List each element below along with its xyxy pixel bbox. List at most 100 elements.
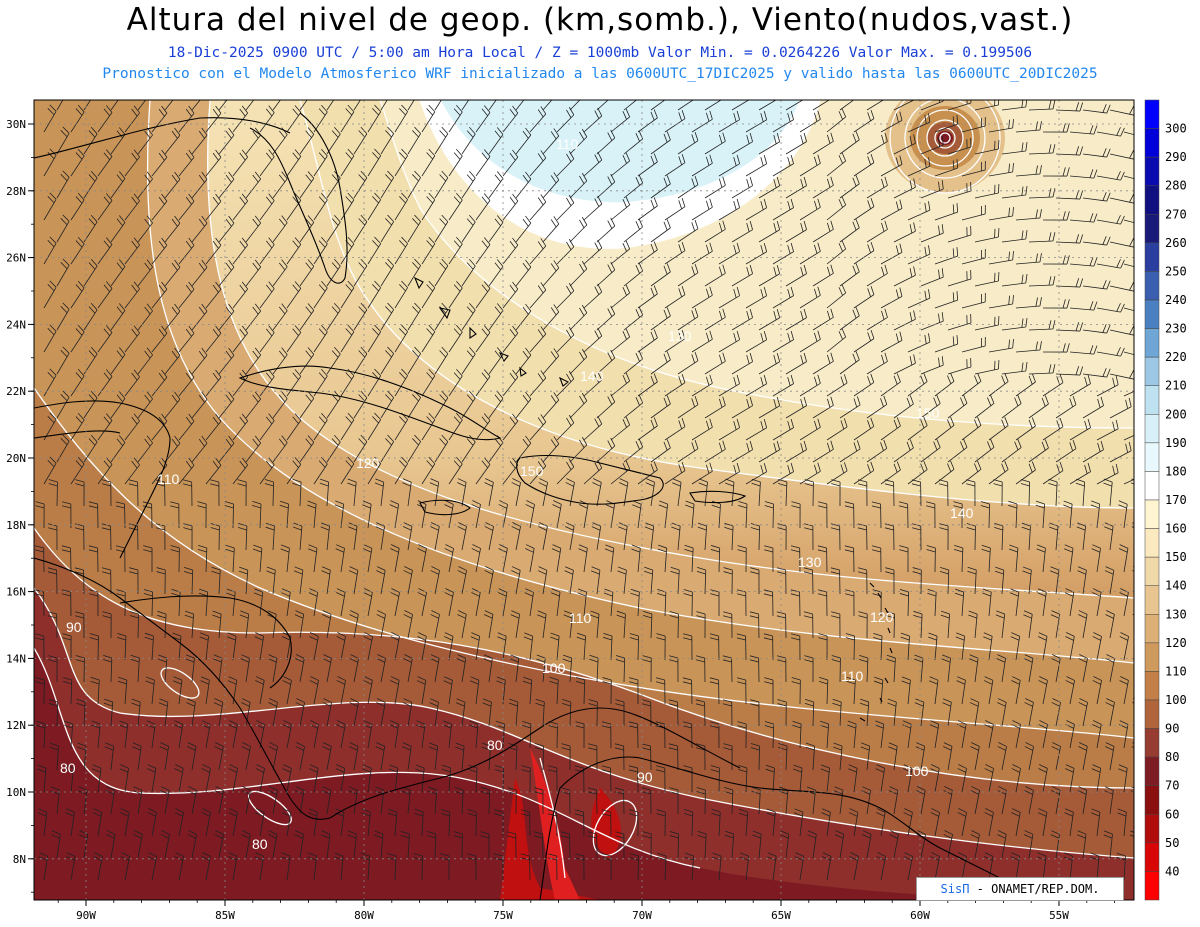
colorbar-label: 170 bbox=[1165, 493, 1187, 507]
colorbar-label: 100 bbox=[1165, 693, 1187, 707]
colorbar-swatch bbox=[1144, 528, 1160, 558]
colorbar-label: 60 bbox=[1165, 807, 1179, 821]
colorbar-label: 280 bbox=[1165, 179, 1187, 193]
contour-label: 80 bbox=[252, 836, 268, 852]
contour-label: 90 bbox=[637, 769, 653, 785]
colorbar-label: 110 bbox=[1165, 664, 1187, 678]
contour-label: 140 bbox=[580, 368, 604, 384]
colorbar-swatch bbox=[1144, 299, 1160, 329]
colorbar-label: 150 bbox=[1165, 550, 1187, 564]
lat-lon-grid bbox=[34, 100, 1134, 900]
contour-label: 140 bbox=[950, 505, 974, 521]
lon-tick-label: 55W bbox=[1049, 909, 1069, 922]
colorbar-label: 130 bbox=[1165, 607, 1187, 621]
colorbar-swatch bbox=[1144, 99, 1160, 129]
lon-tick-label: 85W bbox=[215, 909, 235, 922]
colorbar-label: 260 bbox=[1165, 236, 1187, 250]
colorbar-label: 290 bbox=[1165, 150, 1187, 164]
colorbar-label: 140 bbox=[1165, 579, 1187, 593]
colorbar-swatch bbox=[1144, 556, 1160, 586]
wind-barbs bbox=[34, 100, 1134, 881]
contour-label: 110 bbox=[841, 668, 864, 684]
lat-tick-label: 20N bbox=[6, 452, 26, 465]
plot-frame bbox=[33, 99, 1135, 901]
contour-label: 150 bbox=[916, 405, 940, 421]
colorbar-swatch bbox=[1144, 328, 1160, 358]
contour-label: 100 bbox=[905, 763, 929, 779]
colorbar-swatch bbox=[1144, 499, 1160, 529]
colorbar-label: 70 bbox=[1165, 779, 1179, 793]
contour-label: 130 bbox=[668, 328, 692, 344]
colorbar-swatch bbox=[1144, 356, 1160, 386]
contour-label: 130 bbox=[798, 554, 822, 570]
map-title: Altura del nivel de geop. (km,somb.), Vi… bbox=[126, 2, 1074, 38]
colorbar-swatch bbox=[1144, 671, 1160, 701]
colorbar-swatch bbox=[1144, 585, 1160, 615]
lon-tick-label: 65W bbox=[771, 909, 791, 922]
sispi-logo-text: SisΠ bbox=[940, 882, 970, 896]
contour-label: 110 bbox=[157, 471, 180, 487]
lon-tick-label: 60W bbox=[910, 909, 930, 922]
colorbar-swatch bbox=[1144, 728, 1160, 758]
colorbar-label: 200 bbox=[1165, 407, 1187, 421]
colorbar-swatch bbox=[1144, 785, 1160, 815]
colorbar-label: 80 bbox=[1165, 750, 1179, 764]
colorbar-swatch bbox=[1144, 271, 1160, 301]
colorbar-label: 180 bbox=[1165, 464, 1187, 478]
lat-tick-label: 12N bbox=[6, 719, 26, 732]
colorbar-swatch bbox=[1144, 871, 1160, 901]
colorbar-swatch bbox=[1144, 614, 1160, 644]
contour-label: 80 bbox=[60, 760, 76, 776]
colorbar-label: 250 bbox=[1165, 264, 1187, 278]
colorbar-swatch bbox=[1144, 471, 1160, 501]
lat-tick-label: 16N bbox=[6, 586, 26, 599]
colorbar-swatch bbox=[1144, 156, 1160, 186]
lat-tick-label: 28N bbox=[6, 185, 26, 198]
lon-tick-label: 90W bbox=[76, 909, 96, 922]
lat-tick-label: 22N bbox=[6, 385, 26, 398]
colorbar-swatch bbox=[1144, 414, 1160, 444]
colorbar-label: 220 bbox=[1165, 350, 1187, 364]
lat-tick-label: 30N bbox=[6, 118, 26, 131]
colorbar-swatch bbox=[1144, 814, 1160, 844]
contour-label: 120 bbox=[356, 455, 380, 471]
contour-lines bbox=[34, 100, 1134, 879]
colorbar-label: 90 bbox=[1165, 722, 1179, 736]
colorbar-swatch bbox=[1144, 756, 1160, 786]
model-info-line: Pronostico con el Modelo Atmosferico WRF… bbox=[102, 66, 1098, 82]
colorbar-swatch bbox=[1144, 699, 1160, 729]
colorbar-label: 270 bbox=[1165, 207, 1187, 221]
coastlines bbox=[34, 112, 1001, 900]
map-axes: 90W 85W 80W 75W 70W 65W 60W 55W 30N 28N 26N 24N 22N 2… bbox=[6, 118, 1115, 922]
contour-label: 150 bbox=[520, 463, 544, 479]
contour-label: 110 bbox=[569, 610, 592, 626]
colorbar-swatch bbox=[1144, 442, 1160, 472]
colorbar-label: 120 bbox=[1165, 636, 1187, 650]
lon-tick-label: 70W bbox=[632, 909, 652, 922]
lat-tick-label: 8N bbox=[13, 853, 26, 866]
lat-tick-label: 18N bbox=[6, 519, 26, 532]
lat-tick-label: 26N bbox=[6, 252, 26, 265]
lat-tick-label: 24N bbox=[6, 318, 26, 331]
colorbar-label: 230 bbox=[1165, 322, 1187, 336]
geopotential-field bbox=[34, 100, 1134, 900]
colorbar-swatch bbox=[1144, 242, 1160, 272]
colorbar-label: 240 bbox=[1165, 293, 1187, 307]
contour-label: 110 bbox=[556, 136, 579, 152]
lon-tick-label: 80W bbox=[354, 909, 374, 922]
contour-label: 100 bbox=[542, 660, 566, 676]
colorbar-swatch bbox=[1144, 842, 1160, 872]
lat-tick-label: 14N bbox=[6, 652, 26, 665]
lat-tick-label: 10N bbox=[6, 786, 26, 799]
colorbar-swatch bbox=[1144, 128, 1160, 158]
valid-time-line: 18-Dic-2025 0900 UTC / 5:00 am Hora Loca… bbox=[167, 45, 1033, 61]
credit-box: SisΠ - ONAMET/REP.DOM. bbox=[916, 877, 1124, 901]
colorbar-swatch bbox=[1144, 642, 1160, 672]
colorbar-swatch bbox=[1144, 385, 1160, 415]
lon-tick-label: 75W bbox=[493, 909, 513, 922]
colorbar-label: 50 bbox=[1165, 836, 1179, 850]
colorbar-label: 300 bbox=[1165, 122, 1187, 136]
colorbar-label: 40 bbox=[1165, 864, 1179, 878]
colorbar-label: 210 bbox=[1165, 379, 1187, 393]
credit-text: - ONAMET/REP.DOM. bbox=[976, 882, 1100, 896]
